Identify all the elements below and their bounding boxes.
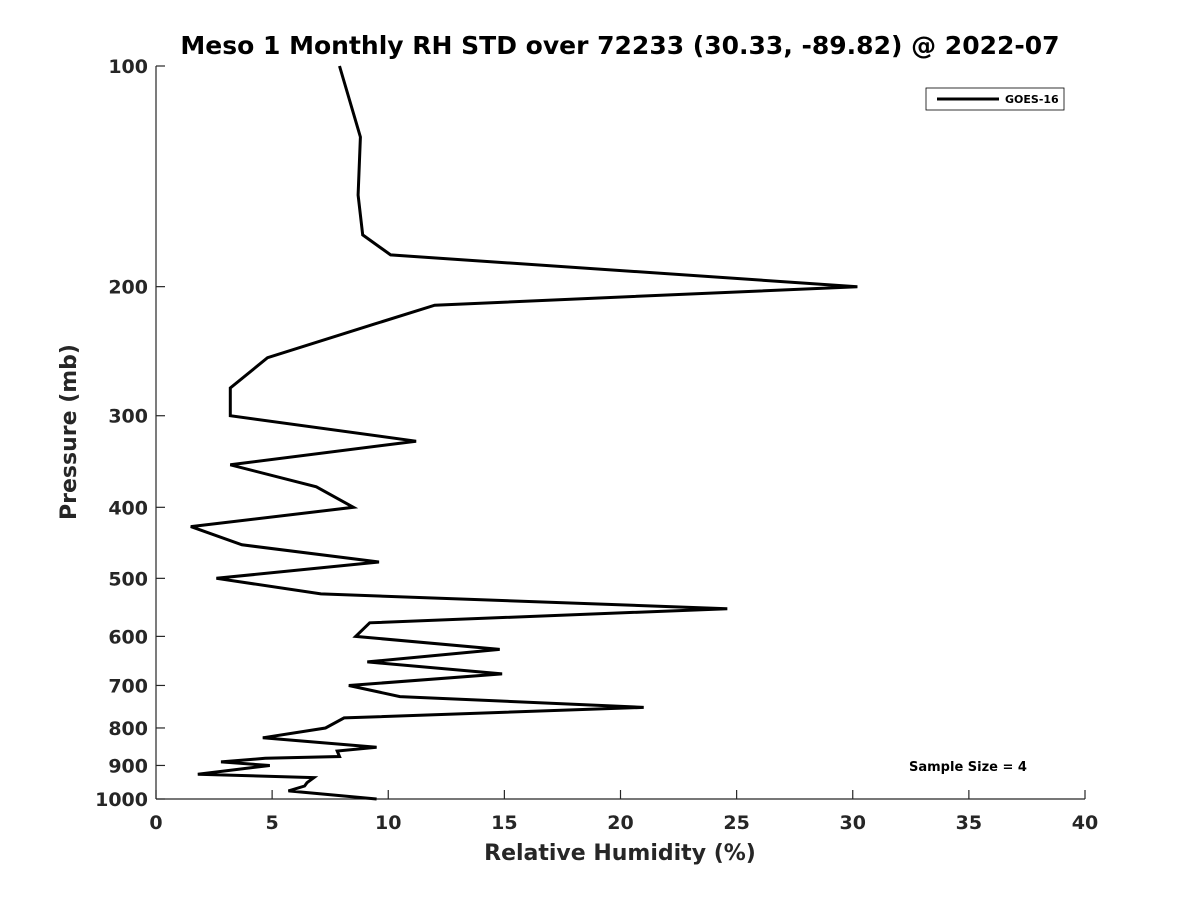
y-tick-label: 300 [108,406,148,428]
x-tick-label: 5 [266,812,279,834]
series-layer [190,65,858,801]
x-tick-label: 20 [607,812,633,834]
x-axis-ticks: 0 5 10 15 20 25 30 35 40 [149,790,1098,834]
x-tick-label: 10 [375,812,401,834]
y-tick-label: 1000 [95,789,148,811]
y-tick-label: 900 [108,755,148,777]
x-tick-label: 35 [956,812,982,834]
y-tick-label: 600 [108,626,148,648]
legend: GOES-16 [925,87,1065,111]
x-tick-label: 0 [149,812,162,834]
sample-size-annotation: Sample Size = 4 [909,760,1027,775]
plot-area [156,66,1085,799]
y-tick-label: 400 [108,497,148,519]
y-axis-ticks: 100 200 300 400 500 600 700 800 900 1000 [95,56,165,811]
y-tick-label: 700 [108,675,148,697]
chart-title: Meso 1 Monthly RH STD over 72233 (30.33,… [180,31,1059,60]
y-tick-label: 200 [108,277,148,299]
legend-entry: GOES-16 [1005,93,1059,106]
x-tick-label: 15 [491,812,517,834]
y-tick-label: 100 [108,56,148,78]
x-tick-label: 25 [723,812,749,834]
x-tick-label: 40 [1072,812,1098,834]
x-tick-label: 30 [840,812,866,834]
y-axis-label: Pressure (mb) [57,344,82,520]
y-tick-label: 500 [108,568,148,590]
series-line-goes-16 [190,65,858,801]
y-tick-label: 800 [108,718,148,740]
x-axis-label: Relative Humidity (%) [484,841,756,866]
